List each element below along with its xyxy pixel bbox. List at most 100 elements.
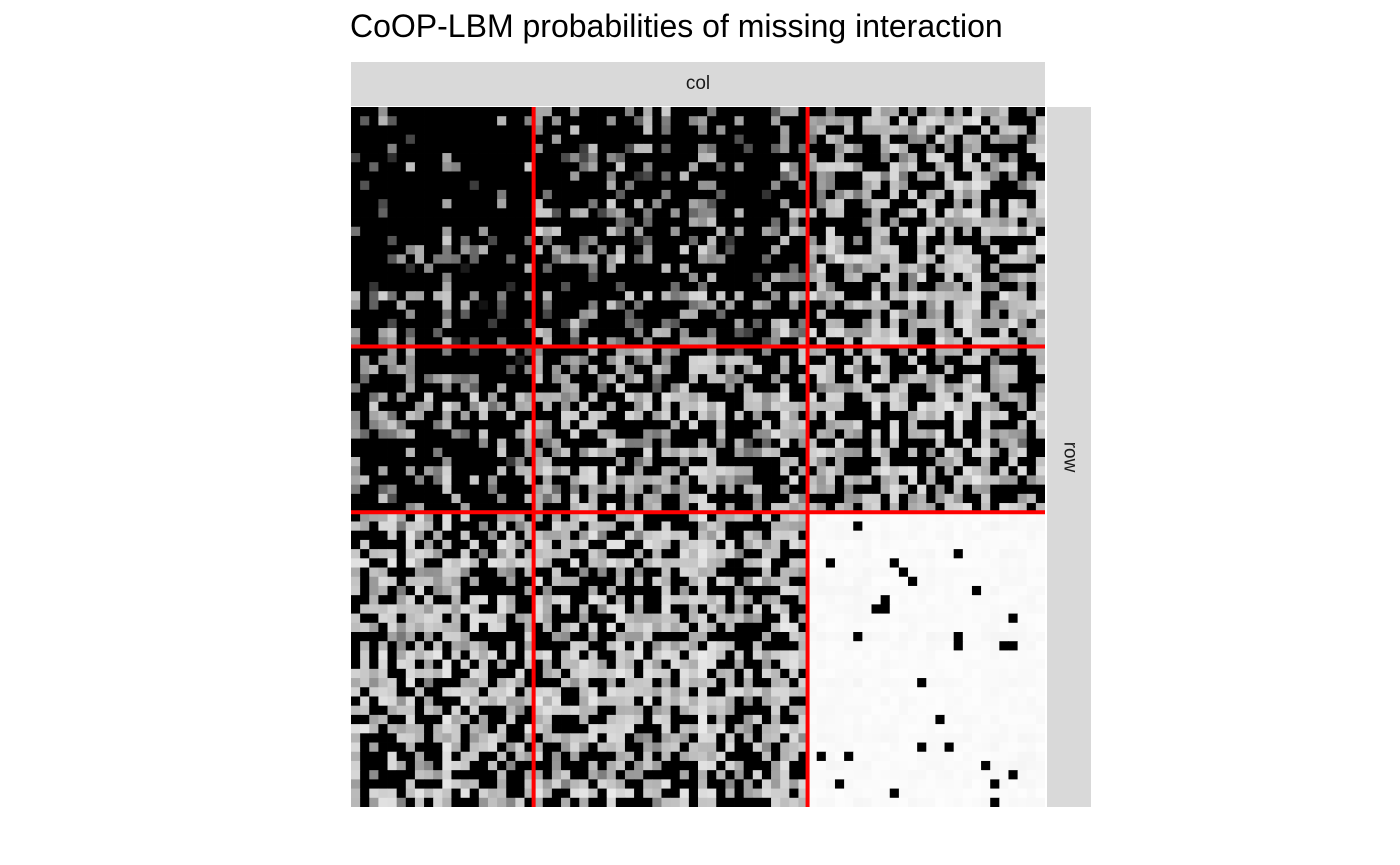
heatmap-cell [981,199,991,209]
heatmap-cell [478,272,489,283]
heatmap-cell [524,401,535,412]
heatmap-cell [807,328,818,338]
heatmap-cell [807,613,818,624]
heatmap-cell [1035,576,1045,587]
heatmap-cell [971,622,982,633]
heatmap-cell [424,374,434,384]
heatmap-cell [670,641,681,651]
heatmap-cell [698,401,708,412]
heatmap-cell [862,576,872,587]
heatmap-cell [360,493,370,504]
heatmap-cell [634,401,644,412]
heatmap-cell [551,521,562,532]
heatmap-cell [880,337,891,347]
heatmap-cell [551,549,562,559]
heatmap-cell [1008,226,1018,237]
heatmap-cell [935,291,945,301]
heatmap-cell [460,282,471,292]
heatmap-cell [688,420,699,430]
heatmap-cell [588,199,598,209]
heatmap-cell [487,567,498,578]
heatmap-cell [990,503,1000,513]
heatmap-cell [1008,245,1018,255]
heatmap-cell [624,493,635,504]
heatmap-cell [871,180,882,191]
heatmap-cell [743,153,754,163]
heatmap-cell [679,309,690,320]
heatmap-cell [506,263,516,274]
heatmap-cell [844,613,854,624]
heatmap-cell [1035,622,1045,633]
heatmap-cell [405,420,416,430]
heatmap-cell [524,622,535,633]
heatmap-cell [387,199,398,209]
heatmap-cell [1008,595,1018,605]
heatmap-cell [962,530,973,541]
heatmap-cell [433,235,443,246]
heatmap-cell [624,291,635,301]
heatmap-cell [533,254,544,264]
heatmap-cell [725,171,735,182]
heatmap-cell [506,678,516,688]
heatmap-cell [752,457,763,467]
heatmap-cell [615,530,626,541]
heatmap-cell [606,300,617,311]
heatmap-cell [688,659,699,670]
heatmap-cell [1026,235,1037,246]
heatmap-cell [880,189,891,200]
heatmap-cell [771,576,781,587]
heatmap-cell [761,125,772,136]
heatmap-cell [451,107,461,117]
heatmap-cell [798,291,808,301]
heatmap-cell [935,604,945,614]
heatmap-cell [460,650,471,661]
heatmap-cell [606,318,617,329]
heatmap-cell [597,622,608,633]
heatmap-cell [661,457,671,467]
heatmap-cell [834,530,845,541]
heatmap-cell [798,604,808,614]
heatmap-cell [405,235,416,246]
heatmap-cell [789,217,799,228]
heatmap-cell [1035,328,1045,338]
heatmap-cell [908,364,918,375]
heatmap-cell [405,226,416,237]
heatmap-cell [542,530,553,541]
heatmap-cell [387,475,398,486]
heatmap-cell [1035,512,1045,522]
heatmap-cell [643,558,653,568]
heatmap-cell [908,567,918,578]
heatmap-cell [698,235,708,246]
heatmap-cell [387,309,398,320]
heatmap-cell [780,567,790,578]
heatmap-cell [834,678,845,688]
heatmap-cell [424,328,434,338]
heatmap-cell [634,512,644,522]
heatmap-cell [506,530,516,541]
heatmap-cell [579,521,589,532]
heatmap-cell [524,558,535,568]
heatmap-cell [889,199,900,209]
heatmap-cell [990,189,1000,200]
heatmap-cell [725,272,735,283]
heatmap-cell [497,282,507,292]
heatmap-cell [844,143,854,154]
heatmap-cell [798,254,808,264]
heatmap-cell [880,613,891,624]
heatmap-cell [460,438,471,449]
heatmap-cell [570,567,580,578]
heatmap-cell [396,668,407,679]
heatmap-cell [597,235,608,246]
heatmap-cell [834,447,845,458]
heatmap-cell [387,254,398,264]
heatmap-cell [561,180,571,191]
heatmap-cell [743,457,754,467]
heatmap-cell [579,632,589,642]
heatmap-cell [780,493,790,504]
heatmap-cell [679,438,690,449]
heatmap-cell [953,189,964,200]
heatmap-cell [807,604,818,614]
heatmap-cell [442,254,452,264]
heatmap-cell [615,576,626,587]
heatmap-cell [926,466,936,476]
